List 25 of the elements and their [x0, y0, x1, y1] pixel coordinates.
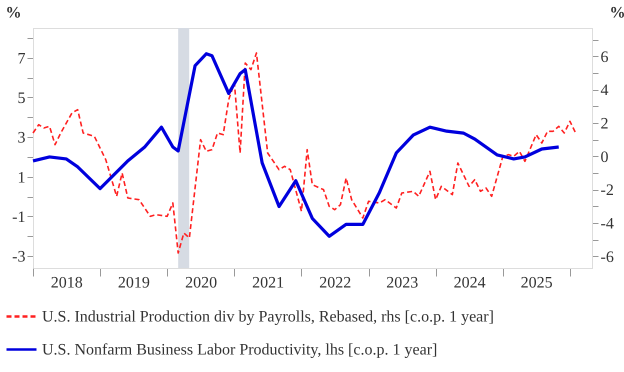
- x-tick-label: 2018: [50, 274, 83, 292]
- y-tick-label: 1: [18, 169, 26, 186]
- y2-axis-title: %: [610, 4, 624, 22]
- x-tick-label: 2023: [386, 274, 418, 292]
- y2-tick-label: 4: [600, 82, 608, 100]
- x-tick-label: 2025: [520, 274, 553, 292]
- y-tick-label: 7: [18, 50, 26, 68]
- legend-label: U.S. Industrial Production div by Payrolls, Rebased, rhs [c.o.p. 1 year]: [42, 308, 494, 326]
- x-tick-label: 2021: [252, 274, 284, 292]
- legend-label: U.S. Nonfarm Business Labor Productivity, lhs [c.o.p. 1 year]: [42, 342, 438, 358]
- y2-tick-label: 0: [600, 148, 608, 166]
- y2-tick-label: -4: [600, 216, 614, 232]
- y-tick-label: -3: [12, 248, 26, 266]
- y2-tick-label: 6: [600, 48, 608, 66]
- y2-tick-label: -2: [600, 182, 614, 200]
- y-tick-label: 5: [18, 90, 26, 107]
- y2-tick-label: -6: [600, 248, 614, 266]
- x-tick-label: 2020: [185, 274, 218, 292]
- y-axis-title: %: [6, 4, 22, 22]
- y-tick-label: 3: [18, 130, 26, 147]
- y-tick-label: -1: [12, 208, 26, 226]
- x-tick-label: 2024: [454, 274, 486, 292]
- y2-tick-label: 2: [600, 116, 608, 132]
- x-tick-label: 2019: [118, 274, 150, 292]
- x-tick-label: 2022: [319, 274, 352, 292]
